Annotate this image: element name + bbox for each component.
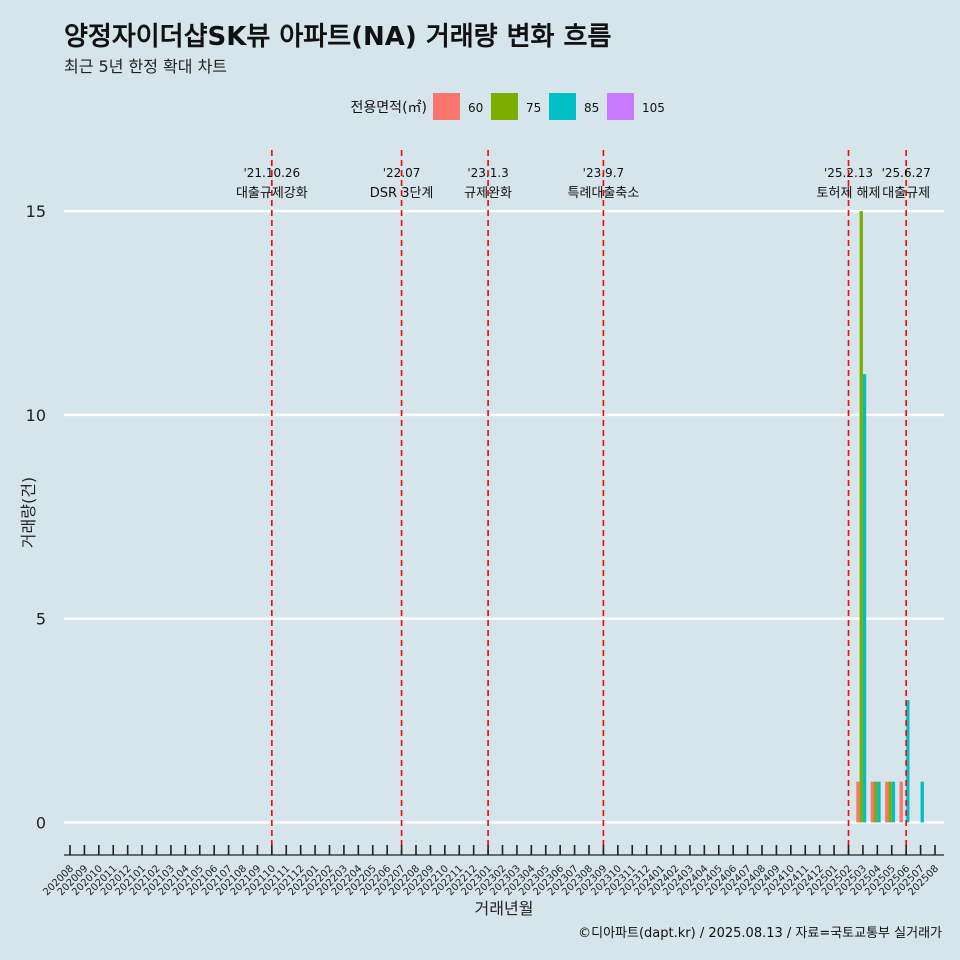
y-axis-title: 거래량(건)	[19, 477, 38, 548]
event-name-label: 대출규제강화	[236, 186, 308, 201]
y-tick-label: 15	[26, 202, 46, 221]
event-date-label: '25.2.13	[824, 166, 873, 180]
bar-85-202507	[920, 781, 924, 823]
legend-swatch-105	[607, 93, 634, 120]
source-caption: ©디아파트(dapt.kr) / 2025.08.13 / 자료=국토교통부 실…	[578, 926, 942, 941]
chart-subtitle: 최근 5년 한정 확대 차트	[64, 57, 228, 76]
bar-60-202506	[899, 781, 903, 823]
event-name-label: 규제완화	[464, 186, 512, 201]
event-name-label: 특례대출축소	[568, 186, 640, 201]
legend-swatch-75	[491, 93, 518, 120]
y-tick-label: 10	[26, 406, 46, 425]
bar-85-202504	[877, 781, 881, 823]
legend-label-75: 75	[526, 101, 541, 115]
bar-75-202503	[859, 211, 863, 823]
bar-85-202506	[906, 700, 910, 823]
event-name-label: 대출규제	[882, 186, 930, 201]
bar-75-202505	[888, 781, 892, 823]
legend-swatch-85	[549, 93, 576, 120]
bar-75-202504	[874, 781, 878, 823]
bar-60-202504	[870, 781, 875, 823]
y-tick-label: 0	[36, 813, 46, 832]
legend-swatch-60	[433, 93, 460, 120]
event-date-label: '23.1.3	[467, 166, 508, 180]
legend-label-105: 105	[642, 101, 665, 115]
event-date-label: '23.9.7	[583, 166, 624, 180]
event-name-label: 토허제 해제	[817, 186, 881, 201]
event-date-label: '25.6.27	[882, 166, 931, 180]
chart-title: 양정자이더샵SK뷰 아파트(NA) 거래량 변화 흐름	[64, 22, 612, 52]
event-date-label: '21.10.26	[243, 166, 300, 180]
bar-85-202505	[891, 781, 896, 823]
legend-label-85: 85	[584, 101, 599, 115]
legend-label-60: 60	[468, 101, 483, 115]
event-name-label: DSR 3단계	[370, 186, 434, 201]
y-tick-label: 5	[36, 610, 46, 629]
legend-title: 전용면적(㎡)	[351, 100, 427, 116]
bar-60-202505	[885, 781, 889, 823]
x-axis-title: 거래년월	[475, 899, 534, 918]
bar-85-202503	[862, 374, 867, 823]
event-date-label: '22.07	[383, 166, 421, 180]
bar-60-202503	[856, 781, 860, 823]
